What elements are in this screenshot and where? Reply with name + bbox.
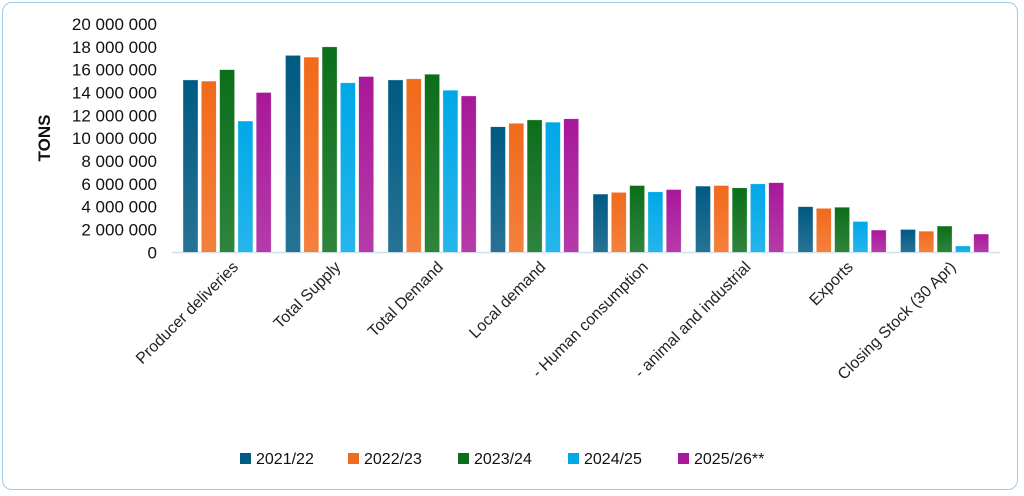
bar-2022/23-0	[201, 80, 217, 253]
bar-2025/26**-4	[665, 189, 682, 253]
legend-label: 2023/24	[474, 451, 532, 468]
bar-2022/23-4	[610, 192, 627, 253]
category-label: Total Demand	[365, 259, 447, 341]
bar-2021/22-4	[592, 193, 609, 253]
category-label: - Human consumption	[529, 259, 652, 382]
category-label: Exports	[807, 259, 857, 309]
bar-2025/26**-2	[460, 95, 477, 253]
category-label: Local demand	[466, 259, 549, 342]
bar-2021/22-3	[490, 126, 506, 253]
bar-2021/22-6	[797, 206, 814, 253]
y-tick-label: 16 000 000	[72, 61, 157, 80]
legend-label: 2021/22	[256, 451, 314, 468]
bar-2021/22-1	[285, 55, 301, 253]
bar-2022/23-7	[918, 230, 935, 253]
bar-2025/26**-5	[768, 182, 785, 253]
y-tick-label: 6 000 000	[81, 175, 157, 194]
bar-2021/22-2	[387, 79, 404, 253]
bar-2021/22-7	[900, 229, 916, 253]
bar-2023/24-2	[424, 73, 440, 253]
bar-2023/24-3	[526, 119, 543, 253]
category-label: Producer deliveries	[133, 259, 242, 368]
y-tick-label: 12 000 000	[72, 106, 157, 125]
y-tick-label: 4 000 000	[81, 198, 157, 217]
bar-2025/26**-0	[255, 92, 272, 253]
bar-2023/24-5	[731, 187, 748, 253]
bar-2024/25-3	[545, 121, 561, 253]
bar-2021/22-0	[182, 79, 199, 253]
y-tick-label: 10 000 000	[72, 129, 157, 148]
bar-2025/26**-3	[563, 118, 580, 253]
bar-2024/25-7	[955, 245, 971, 253]
bar-2025/26**-7	[973, 233, 990, 253]
bar-2025/26**-6	[870, 229, 887, 253]
y-tick-label: 14 000 000	[72, 83, 157, 102]
bars	[182, 46, 990, 253]
chart-frame	[2, 2, 1018, 490]
bar-2022/23-6	[815, 208, 832, 253]
legend-label: 2024/25	[584, 451, 642, 468]
legend-label: 2022/23	[364, 451, 422, 468]
bar-2024/25-4	[647, 191, 664, 253]
legend-swatch	[348, 453, 359, 464]
bar-2024/25-1	[340, 82, 356, 253]
bar-2022/23-3	[508, 123, 525, 253]
category-label: Closing Stock (30 Apr)	[835, 259, 960, 384]
category-labels: Producer deliveries Total Supply Total Dem…	[133, 259, 959, 384]
legend-swatch	[678, 453, 689, 464]
y-tick-label: 8 000 000	[81, 152, 157, 171]
bar-2022/23-1	[303, 56, 320, 253]
category-label: - animal and industrial	[632, 259, 755, 382]
bar-2024/25-6	[852, 221, 869, 253]
y-tick-label: 0	[148, 243, 157, 262]
bar-2024/25-5	[750, 183, 766, 253]
bar-2024/25-0	[237, 120, 254, 253]
y-axis-label: TONS	[35, 115, 54, 162]
legend-swatch	[240, 453, 251, 464]
bar-2023/24-4	[629, 185, 645, 253]
bar-2025/26**-1	[358, 76, 375, 253]
y-tick-label: 2 000 000	[81, 220, 157, 239]
bar-2022/23-2	[405, 78, 422, 253]
bar-2023/24-0	[219, 69, 235, 253]
legend-label: 2025/26**	[694, 451, 764, 468]
legend: 2021/22 2022/23 2023/24 2024/25 2025/26**	[240, 451, 764, 468]
y-axis-ticks: 0 2 000 000 4 000 000 6 000 000 8 000 000 10 …	[72, 15, 157, 262]
bar-2023/24-6	[834, 206, 850, 253]
category-label: Total Supply	[271, 259, 345, 333]
y-tick-label: 20 000 000	[72, 15, 157, 34]
y-tick-label: 18 000 000	[72, 38, 157, 57]
bar-2022/23-5	[713, 185, 730, 253]
bar-2023/24-1	[321, 46, 338, 253]
bar-2021/22-5	[695, 185, 711, 253]
bar-2024/25-2	[442, 89, 459, 253]
legend-swatch	[458, 453, 469, 464]
legend-swatch	[568, 453, 579, 464]
bar-2023/24-7	[936, 225, 953, 253]
